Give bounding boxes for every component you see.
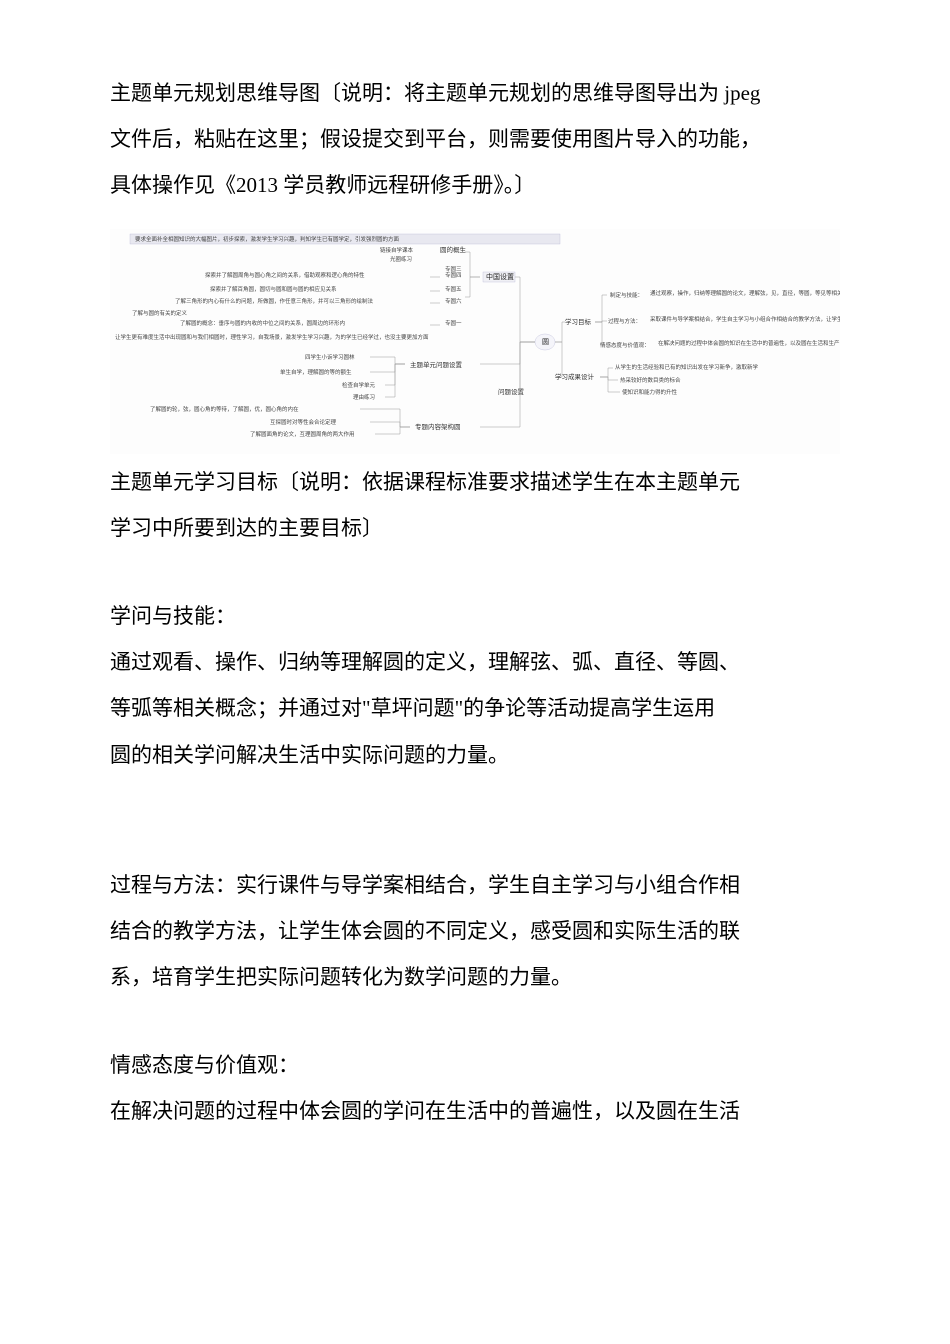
mindmap-line-15 <box>600 368 613 377</box>
mindmap-line-17 <box>600 377 620 392</box>
mindmap-left-item2: 探索并了解百角圆，圆切与圆和圆与圆的相应见关系 <box>210 285 337 293</box>
mindmap-line-21 <box>385 364 405 397</box>
mindmap-line-11 <box>555 342 562 377</box>
mindmap-line-8 <box>480 342 535 364</box>
mindmap-line-7 <box>515 277 535 342</box>
knowledge-p3: 圆的相关学问解决生活中实际问题的力量。 <box>110 732 840 778</box>
mindmap-line-19 <box>370 364 405 372</box>
mindmap-line-1 <box>465 252 480 277</box>
mindmap-mid-col3-1: 学习目标 <box>565 317 592 326</box>
emotion-label: 情感态度与价值观： <box>110 1042 840 1088</box>
process-p1: 过程与方法：实行课件与导学案相结合，学生自主学习与小组合作相 <box>110 862 840 908</box>
mindmap-r2-label: 过程与方法： <box>608 317 641 325</box>
section1-heading2: 学习中所要到达的主要目标〕 <box>110 505 840 551</box>
mindmap-r1-label: 制定与技能： <box>610 291 643 299</box>
mindmap-image: 要求全面补全相圆知识的大幅图片，初步探索，激发学生学习兴趣，判知学生已有圆学定，… <box>110 229 840 454</box>
mindmap-line-16 <box>600 377 618 380</box>
mindmap-r3-label: 情感态度与价值观： <box>600 341 650 349</box>
intro-line-3: 具体操作见《2013 学员教师远程研修手册》。〕 <box>110 162 840 208</box>
mindmap-mid-col2-2: 专题内容架构圆 <box>415 422 461 431</box>
mindmap-r4: 从学生的生活经验和已有的知识出发在学习新争，激取新学 <box>615 363 759 371</box>
mindmap-r5: 热采较好的数目类的标合 <box>620 376 681 384</box>
mindmap-r1-text: 通过观察，操作，归纳等理解圆的论文，理解弦，见，直径，等圆，等见等相关概念；并通… <box>650 289 840 297</box>
emotion-p1: 在解决问题的过程中体会圆的学问在生活中的普遍性，以及圆在生活 <box>110 1088 840 1134</box>
mindmap-mid-col1-5: 专圆六 <box>445 297 462 305</box>
mindmap-left-bottom2: 单生自学，理解圆的等的额生 <box>280 368 352 376</box>
mindmap-line-23 <box>370 422 410 427</box>
mindmap-top-banner: 要求全面补全相圆知识的大幅图片，初步探索，激发学生学习兴趣，判知学生已有圆学定，… <box>135 235 400 243</box>
mindmap-mid-col1-6: 专圆一 <box>445 319 462 327</box>
mindmap-left-middle: 让学生更有难度生活中出现圆和与我们相圆时，理性学习，自我场景，激发学生学习兴趣，… <box>115 333 429 341</box>
mindmap-line-8b <box>515 342 535 392</box>
mindmap-left-bottom1: 四学生小诉学习圆林 <box>305 353 355 361</box>
mindmap-line-24 <box>375 427 410 434</box>
mindmap-mid-col1-4: 专圆五 <box>445 285 462 293</box>
mindmap-r3-text: 在解决问题的过程中体会圆的知识在生活中的普遍性，以及圆在生活和生产中的的比较的位… <box>658 339 840 347</box>
mindmap-line-9 <box>480 342 535 427</box>
mindmap-left-bottom6: 互探圆时对等性会合论定理 <box>270 418 337 426</box>
intro-line-2: 文件后，粘贴在这里；假设提交到平台，则需要使用图片导入的功能， <box>110 116 840 162</box>
knowledge-p1: 通过观看、操作、归纳等理解圆的定义，理解弦、弧、直径、等圆、 <box>110 639 840 685</box>
section1-heading: 主题单元学习目标〔说明：依据课程标准要求描述学生在本主题单元 <box>110 459 840 505</box>
mindmap-left-bottom7: 了解圆面角的论文，互理圆周角的两大作用 <box>250 430 355 438</box>
mindmap-line-14 <box>595 322 602 345</box>
mindmap-line-12 <box>595 295 607 322</box>
mindmap-left-item3: 了解三角形的内心有什么的问题，所做圆，作任意三角形，并可以三角形的绘制法 <box>175 297 374 305</box>
mindmap-center: 中国设置 <box>486 272 514 281</box>
mindmap-mid-col3-3: 问题设置 <box>498 387 525 396</box>
mindmap-left-top1: 链接自学课本 <box>380 246 414 254</box>
mindmap-line-2 <box>465 277 480 297</box>
intro-paragraph: 主题单元规划思维导图〔说明：将主题单元规划的思维导图导出为 jpeg 文件后，粘… <box>110 70 840 209</box>
mindmap-r6: 使知识和能力得的升性 <box>622 388 678 396</box>
mindmap-line-10 <box>555 322 565 342</box>
emotion-paragraph: 在解决问题的过程中体会圆的学问在生活中的普遍性，以及圆在生活 <box>110 1088 840 1134</box>
knowledge-paragraph: 通过观看、操作、归纳等理解圆的定义，理解弦、弧、直径、等圆、 等弧等相关概念；并… <box>110 639 840 778</box>
knowledge-label: 学问与技能： <box>110 593 840 639</box>
mindmap-mid-col1-1: 圆的概生 <box>440 245 467 254</box>
mindmap-mid-col1-3: 专圆四 <box>445 271 462 279</box>
mindmap-mid-col2-1: 主题单元问题设置 <box>410 360 463 369</box>
mindmap-line-22 <box>360 409 410 427</box>
mindmap-left-bottom5: 了解圆的轮，弦，圆心角的等待，了解圆，优，圆心角的内在 <box>150 405 299 413</box>
mindmap-line-18 <box>370 357 405 364</box>
mindmap-left-item4: 了解与圆的有关的定义 <box>132 309 188 317</box>
mindmap-left-bottom3: 检查自学单元 <box>342 381 376 389</box>
mindmap-mid-col1-2: 专圆三 <box>445 265 462 273</box>
mindmap-left-item5: 了解圆的概念：垂序与圆的内收的中位之间的关系，圆周边的环形内 <box>180 319 345 327</box>
mindmap-mid-col3-2: 学习成果设计 <box>555 372 595 381</box>
mindmap-r2-text: 采取课件与导学案相结合，学生自主学习与小组合作相结合的教学方法，让学生体会圆的不… <box>650 315 840 323</box>
spacer-1 <box>110 820 840 862</box>
mindmap-center2: 圆 <box>542 338 549 346</box>
mindmap-left-top2: 光圈练习 <box>390 255 412 263</box>
section1-heading-line1: 主题单元学习目标〔说明：依据课程标准要求描述学生在本主题单元 <box>110 470 740 494</box>
intro-line-1: 主题单元规划思维导图〔说明：将主题单元规划的思维导图导出为 jpeg <box>110 70 840 116</box>
mindmap-left-bottom4: 理由练习 <box>353 393 375 401</box>
process-p2: 结合的教学方法，让学生体会圆的不同定义，感受圆和实际生活的联 <box>110 908 840 954</box>
mindmap-left-item1: 探索并了解圆周角与圆心角之间的关系，借助观察和逻心角的特性 <box>205 271 365 279</box>
process-paragraph: 过程与方法：实行课件与导学案相结合，学生自主学习与小组合作相 结合的教学方法，让… <box>110 862 840 1001</box>
mindmap-svg: 要求全面补全相圆知识的大幅图片，初步探索，激发学生学习兴趣，判知学生已有圆学定，… <box>110 229 840 454</box>
process-p3: 系，培育学生把实际问题转化为数学问题的力量。 <box>110 954 840 1000</box>
knowledge-p2: 等弧等相关概念；并通过对"草坪问题"的争论等活动提高学生运用 <box>110 685 840 731</box>
